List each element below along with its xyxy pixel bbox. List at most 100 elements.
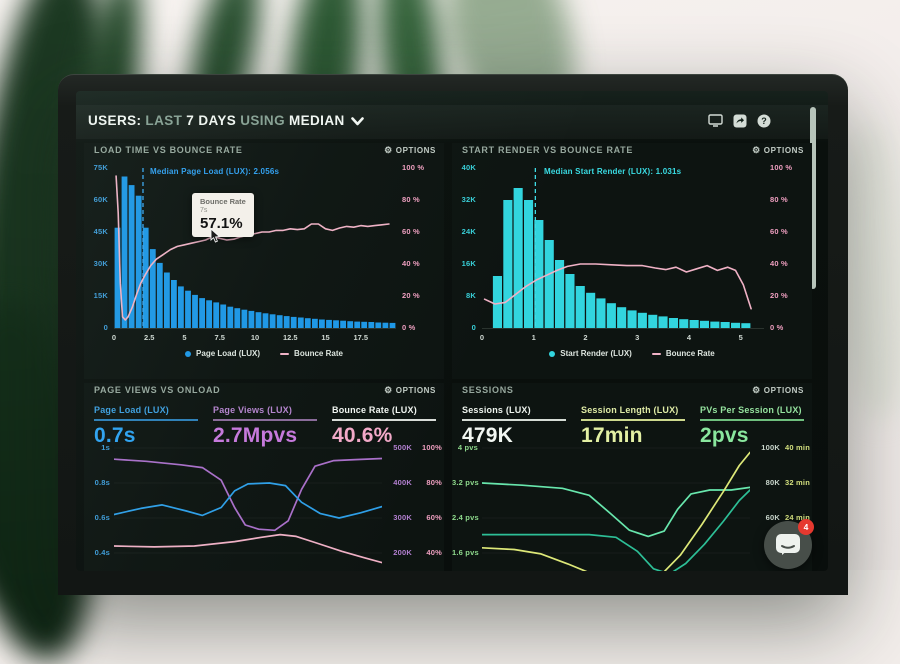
axis-tick: 2.4 pvs xyxy=(452,513,479,522)
panel-title: LOAD TIME VS BOUNCE RATE xyxy=(94,145,243,155)
legend-marker xyxy=(651,352,661,355)
axis-tick: 80 % xyxy=(402,195,420,204)
metric: Session Length (LUX) 17min xyxy=(581,405,693,448)
x-axis-tick: 5 xyxy=(738,333,743,342)
axis-tick: 32 min xyxy=(785,478,810,487)
axis-tick: 40 % xyxy=(402,259,420,268)
axis-tick: 0.6s xyxy=(94,513,110,522)
axis-tick: 60 % xyxy=(402,227,420,236)
axis-tick: 1.6 pvs xyxy=(452,548,479,557)
legend-marker xyxy=(185,350,192,357)
legend-marker xyxy=(549,350,556,357)
metric-label: Sessions (LUX) xyxy=(462,405,531,415)
axis-tick: 60K xyxy=(765,513,780,522)
page-title-dropdown[interactable]: USERS: LAST 7 DAYS USING MEDIAN xyxy=(88,113,364,128)
metric-value: 17min xyxy=(581,423,643,447)
legend-item[interactable]: Start Render (LUX) xyxy=(549,349,632,358)
metric: Sessions (LUX) 479K xyxy=(462,405,574,448)
tooltip-series: Bounce Rate xyxy=(200,197,246,206)
sessions-chart[interactable] xyxy=(482,441,750,571)
gear-icon: ⚙ xyxy=(384,145,393,155)
metric-value: 479K xyxy=(462,423,514,447)
axis-tick: 40 min xyxy=(785,443,810,452)
metric-value: 0.7s xyxy=(94,423,136,447)
metric-underline xyxy=(581,419,685,421)
chart-legend: Page Load (LUX) Bounce Rate xyxy=(84,349,444,358)
gear-icon: ⚙ xyxy=(752,145,761,155)
metric-label: Page Views (LUX) xyxy=(213,405,293,415)
legend-item[interactable]: Bounce Rate xyxy=(280,349,343,358)
svg-text:?: ? xyxy=(761,116,767,126)
axis-tick: 40% xyxy=(426,548,442,557)
axis-tick: 100K xyxy=(761,443,780,452)
axis-tick: 3.2 pvs xyxy=(452,478,479,487)
x-axis-tick: 12.5 xyxy=(282,333,298,342)
gear-icon: ⚙ xyxy=(384,385,393,395)
median-annotation: Median Page Load (LUX): 2.056s xyxy=(150,167,280,176)
axis-tick: 75K xyxy=(93,163,108,172)
axis-tick: 0.4s xyxy=(94,548,110,557)
metric-label: Bounce Rate (LUX) xyxy=(332,405,417,415)
x-axis-tick: 2.5 xyxy=(144,333,155,342)
axis-tick: 0 % xyxy=(402,323,416,332)
axis-tick: 40K xyxy=(461,163,476,172)
x-axis-tick: 5 xyxy=(182,333,187,342)
metric-label: Page Load (LUX) xyxy=(94,405,170,415)
options-button[interactable]: ⚙ OPTIONS xyxy=(384,145,436,155)
metric: Bounce Rate (LUX) 40.6% xyxy=(332,405,444,448)
title-users: USERS: xyxy=(88,113,142,128)
options-button[interactable]: ⚙ OPTIONS xyxy=(752,145,804,155)
metric: PVs Per Session (LUX) 2pvs xyxy=(700,405,812,448)
legend-marker xyxy=(280,352,290,355)
start-render-chart[interactable] xyxy=(482,165,764,330)
chat-launcher-button[interactable]: 4 xyxy=(764,519,814,569)
title-median: MEDIAN xyxy=(288,113,345,128)
x-axis-tick: 2 xyxy=(583,333,588,342)
panel-title: SESSIONS xyxy=(462,385,514,395)
panel-start-render: START RENDER VS BOUNCE RATE ⚙ OPTIONS Med… xyxy=(452,143,812,379)
laptop-bezel: USERS: LAST 7 DAYS USING MEDIAN ? LOAD TIME … xyxy=(58,74,848,595)
scrollbar-thumb[interactable] xyxy=(810,107,816,289)
axis-tick: 100 % xyxy=(770,163,793,172)
axis-tick: 60 % xyxy=(770,227,788,236)
legend-item[interactable]: Bounce Rate xyxy=(651,349,715,358)
axis-tick: 0.8s xyxy=(94,478,110,487)
axis-tick: 20 % xyxy=(402,291,420,300)
axis-tick: 16K xyxy=(461,259,476,268)
axis-tick: 300K xyxy=(393,513,412,522)
legend-item[interactable]: Page Load (LUX) xyxy=(185,349,260,358)
chat-unread-badge: 4 xyxy=(798,519,814,535)
metric-label: Session Length (LUX) xyxy=(581,405,679,415)
title-last: LAST xyxy=(145,113,183,128)
gear-icon: ⚙ xyxy=(752,385,761,395)
share-icon[interactable] xyxy=(731,112,748,129)
axis-tick: 80K xyxy=(765,478,780,487)
chevron-down-icon xyxy=(350,117,364,126)
x-axis-tick: 17.5 xyxy=(353,333,369,342)
metric: Page Load (LUX) 0.7s xyxy=(94,405,206,448)
axis-tick: 0 xyxy=(103,323,108,332)
help-icon[interactable]: ? xyxy=(755,112,772,129)
tooltip-x-value: 7s xyxy=(200,207,208,214)
page-views-chart[interactable] xyxy=(114,441,382,571)
options-button[interactable]: ⚙ OPTIONS xyxy=(384,385,436,395)
axis-tick: 100 % xyxy=(402,163,425,172)
panel-title: START RENDER VS BOUNCE RATE xyxy=(462,145,634,155)
x-axis-tick: 1 xyxy=(531,333,536,342)
display-icon[interactable] xyxy=(707,112,724,129)
options-button[interactable]: ⚙ OPTIONS xyxy=(752,385,804,395)
title-using: USING xyxy=(240,113,285,128)
metric-underline xyxy=(94,419,198,421)
axis-tick: 0 % xyxy=(770,323,784,332)
metric-underline xyxy=(700,419,804,421)
x-axis-tick: 10 xyxy=(250,333,260,342)
load-time-chart[interactable] xyxy=(114,165,396,330)
metric-value: 2.7Mpvs xyxy=(213,423,298,447)
axis-tick: 60% xyxy=(426,513,442,522)
axis-tick: 8K xyxy=(466,291,476,300)
axis-tick: 200K xyxy=(393,548,412,557)
axis-tick: 15K xyxy=(93,291,108,300)
metric-value: 2pvs xyxy=(700,423,749,447)
x-axis-tick: 0 xyxy=(479,333,485,342)
x-axis-tick: 0 xyxy=(111,333,117,342)
